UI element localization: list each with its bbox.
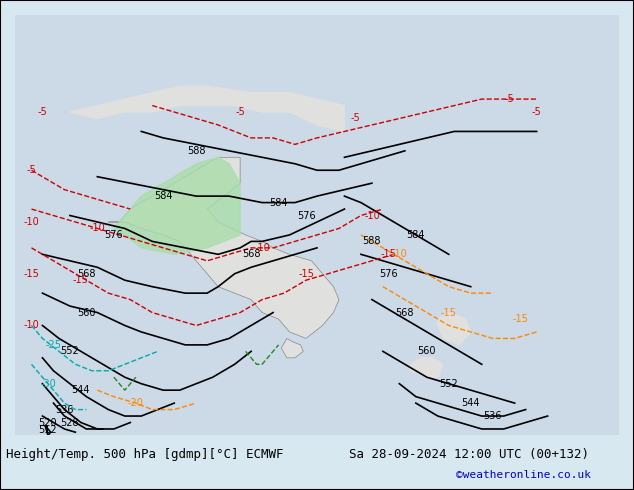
Text: 584: 584 [154,191,172,201]
Text: -5: -5 [351,114,360,123]
Text: 544: 544 [462,398,480,408]
Text: -10: -10 [23,217,39,227]
Text: 536: 536 [55,405,74,415]
Text: -5: -5 [504,94,514,104]
Text: -10: -10 [364,211,380,220]
Text: 584: 584 [406,230,425,240]
Polygon shape [70,86,344,131]
Polygon shape [410,358,443,377]
Text: -5: -5 [532,107,541,117]
Text: 584: 584 [269,197,288,208]
Text: 576: 576 [297,211,315,220]
Text: -25: -25 [46,340,61,350]
Polygon shape [15,15,619,436]
Text: ©weatheronline.co.uk: ©weatheronline.co.uk [456,470,592,480]
Text: 576: 576 [105,230,123,240]
Text: 528: 528 [61,417,79,427]
Text: 568: 568 [242,249,261,259]
Text: -15: -15 [380,249,396,259]
Text: Height/Temp. 500 hPa [gdmp][°C] ECMWF: Height/Temp. 500 hPa [gdmp][°C] ECMWF [6,447,284,461]
Text: 560: 560 [77,308,96,318]
Text: 568: 568 [396,308,414,318]
Text: 512: 512 [39,425,57,435]
Text: -15: -15 [512,314,528,324]
Text: 536: 536 [484,411,502,421]
Text: Sa 28-09-2024 12:00 UTC (00+132): Sa 28-09-2024 12:00 UTC (00+132) [349,447,589,461]
Text: -15: -15 [23,269,39,279]
Polygon shape [114,157,240,254]
Text: -10: -10 [23,320,39,330]
Text: 568: 568 [77,269,96,279]
Text: -5: -5 [27,165,36,175]
Polygon shape [438,313,471,345]
Text: -5: -5 [235,107,245,117]
Text: 544: 544 [72,385,90,395]
Text: -15: -15 [298,269,314,279]
Text: 576: 576 [379,269,398,279]
Text: -15: -15 [441,308,456,318]
Text: -15: -15 [73,275,89,285]
Polygon shape [281,339,303,358]
Text: 520: 520 [39,417,57,427]
Text: -30: -30 [40,379,56,389]
Text: 552: 552 [439,379,458,389]
Text: -20: -20 [128,398,144,408]
Polygon shape [108,157,339,339]
Text: -10: -10 [254,243,270,253]
Text: -5: -5 [37,107,48,117]
Text: 588: 588 [363,236,381,246]
Text: 560: 560 [418,346,436,356]
Text: 588: 588 [187,146,205,156]
Text: -10: -10 [391,249,407,259]
Text: -10: -10 [89,223,105,233]
Text: 552: 552 [60,346,79,356]
